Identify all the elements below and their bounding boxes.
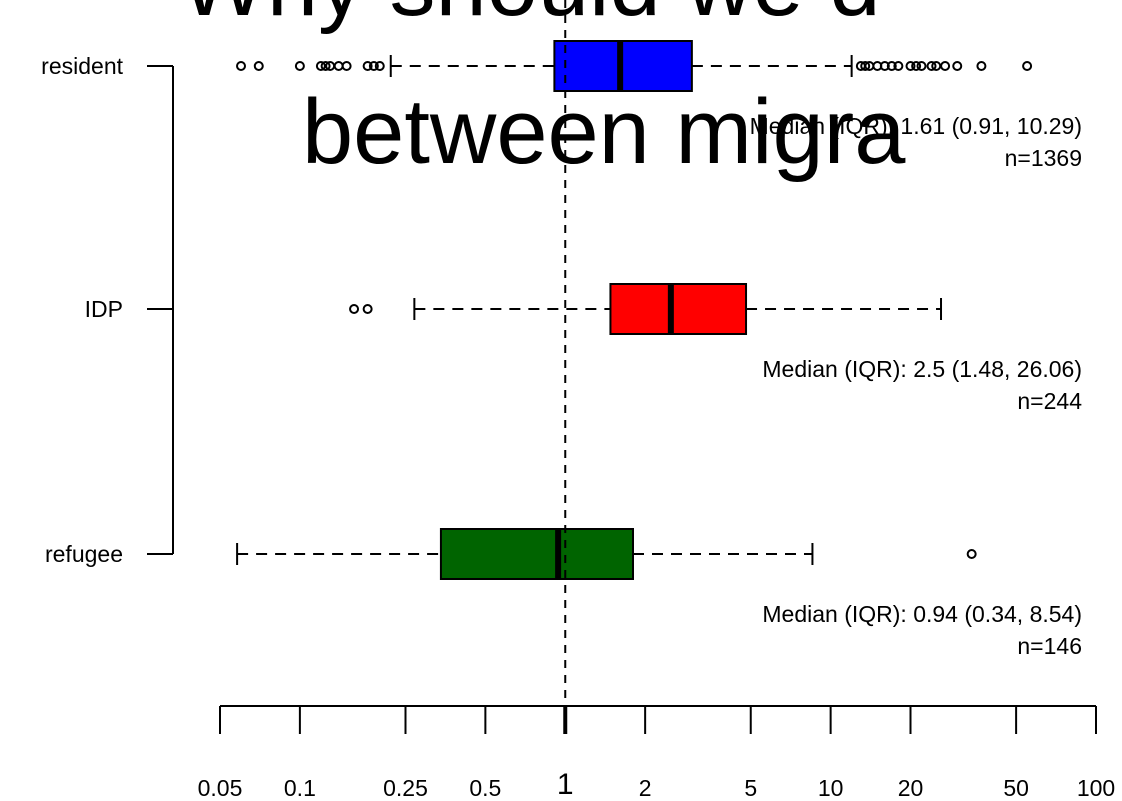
outlier-point-resident <box>253 61 264 71</box>
box-refugee <box>439 528 634 580</box>
outlier-point-resident <box>940 61 951 71</box>
group-label-idp: IDP <box>85 296 123 322</box>
outlier-point-resident <box>374 61 385 71</box>
outlier-point-resident <box>368 61 379 71</box>
median-iqr-annotation-resident: Median (IQR): 1.61 (0.91, 10.29) <box>750 113 1082 139</box>
n-label-idp: n=244 <box>1017 388 1082 414</box>
x-tick-label: 10 <box>818 775 844 801</box>
median-iqr-annotation-idp: Median (IQR): 2.5 (1.48, 26.06) <box>762 356 1082 382</box>
outlier-point-idp <box>362 304 373 314</box>
x-tick-label: 20 <box>898 775 924 801</box>
outlier-point-resident <box>333 61 344 71</box>
group-label-refugee: refugee <box>45 541 123 567</box>
outlier-point-resident <box>294 61 305 71</box>
median-iqr-annotation-refugee: Median (IQR): 0.94 (0.34, 8.54) <box>762 601 1082 627</box>
outlier-point-resident <box>976 61 987 71</box>
x-tick-label: 0.5 <box>469 775 501 801</box>
n-label-resident: n=1369 <box>1005 145 1082 171</box>
outlier-point-resident <box>879 61 890 71</box>
box-idp <box>609 283 748 335</box>
outlier-point-resident <box>315 61 326 71</box>
outlier-point-idp <box>349 304 360 314</box>
x-tick-label: 100 <box>1077 775 1115 801</box>
outlier-point-refugee <box>966 549 977 559</box>
x-tick-label: 0.05 <box>198 775 243 801</box>
outlier-point-resident <box>341 61 352 71</box>
outlier-point-resident <box>236 61 247 71</box>
group-label-resident: resident <box>41 53 123 79</box>
outlier-point-resident <box>905 61 916 71</box>
outlier-point-resident <box>1022 61 1033 71</box>
outlier-point-resident <box>916 61 927 71</box>
outlier-point-resident <box>886 61 897 71</box>
x-tick-label: 2 <box>639 775 652 801</box>
outlier-point-resident <box>362 61 373 71</box>
outlier-point-resident <box>952 61 963 71</box>
n-label-refugee: n=146 <box>1017 633 1082 659</box>
outlier-point-resident <box>320 61 331 71</box>
outlier-point-resident <box>860 61 871 71</box>
x-tick-label: 0.25 <box>383 775 428 801</box>
outlier-point-resident <box>911 61 922 71</box>
x-tick-label: 0.1 <box>284 775 316 801</box>
outlier-point-resident <box>926 61 937 71</box>
x-tick-label: 1 <box>557 768 574 801</box>
x-tick-label: 50 <box>1003 775 1029 801</box>
x-tick-label: 5 <box>744 775 757 801</box>
outlier-point-resident <box>893 61 904 71</box>
